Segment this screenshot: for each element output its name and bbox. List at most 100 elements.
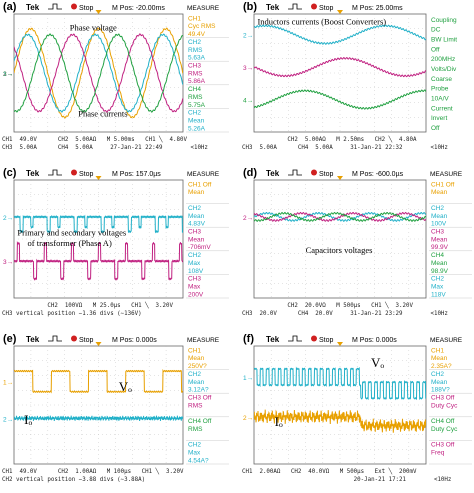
channel-marker: 2→ [3,71,13,78]
brand-label: Tek [26,3,40,12]
footer-readout: CH1 2.00AΩ CH2 40.0VΩ M 500µs Ext ╲ 200m… [242,467,417,475]
side-menu-item: CH2 [188,442,201,449]
menu-title: MEASURE [187,5,220,12]
side-menu-item: CH3 Off [431,442,455,449]
side-menu-item: CH3 [188,228,201,235]
brand-label: Tek [266,169,280,178]
menu-title: MEASURE [187,337,220,344]
side-menu-item: Max [188,450,201,457]
side-menu: CH1 OffMeanCH2Mean4.83VCH3Mean-706mVCH2M… [186,181,229,298]
side-menu-item: Max [188,260,201,267]
side-menu-item: Current [431,105,453,112]
annotation: Vₒ [371,355,384,370]
annotation: Phase voltage [70,23,117,33]
side-menu-item: Coarse [431,76,452,83]
series-line-2 [254,89,426,110]
panel-f: (f) Tek Stop M Pos: 0.000s MEASURE 1→ 2→ Vₒ Iₒ CH… [242,333,472,483]
side-menu-item: Invert [431,115,447,122]
side-menu-item: 98.9V [431,268,449,275]
channel-marker: 1→ [243,375,253,382]
trigger-position-icon [95,342,102,346]
footer-readout: CH3 vertical position −1.36 divs (∼136V) [2,311,142,317]
side-menu-item: Mean [188,213,205,220]
annotation: Vₒ [119,379,132,394]
footer-readout: CH3 5.00A CH4 5.00A 31-Jan-21 22:32 <10H… [242,145,448,151]
side-menu-item: RMS [188,47,203,54]
stop-icon [311,3,317,10]
channel-marker: 4→ [243,98,253,105]
side-menu-item: CH3 Off [431,394,455,401]
side-menu-item: Mean [431,355,448,362]
channel-marker: 2→ [243,33,253,40]
channel-marker: 3→ [3,71,13,78]
trigger-position-icon [337,10,343,14]
side-menu-item: 5.26A [188,125,206,132]
footer-readout: CH2 5.00AΩ M 2.50ms CH2 ╲ 4.80A [242,135,417,143]
channel-marker: 2→ [243,215,253,222]
side-menu-item: CH3 [431,228,444,235]
stop-icon [71,3,77,10]
series-line-0 [254,24,426,45]
channel-marker: 2→ [243,415,253,422]
menu-title: MEASURE [187,171,220,178]
side-menu-item: 4.83V [188,221,206,228]
side-menu-item: 100V [431,221,447,228]
panel-c: (c) Tek Stop M Pos: 157.0µs MEASURE 2→ 3→ Prima… [2,167,229,317]
position-readout: M Pos: 157.0µs [112,171,161,178]
side-menu-item: CH2 [188,371,201,378]
side-menu-item: 99.9V [431,244,449,251]
side-menu-item: Mean [188,236,205,243]
series-line-1 [254,57,426,78]
side-menu-item: Probe [431,86,449,93]
side-menu-item: Off [431,125,440,132]
trigger-position-icon [95,176,102,180]
trigger-icon [48,3,62,10]
position-readout: M Pos: 0.000s [352,337,397,344]
side-menu-item: Mean [431,213,448,220]
side-menu-item: 5.63A [188,55,206,62]
channel-marker: 2→ [3,416,13,423]
menu-title: MEASURE [430,171,463,178]
channel-marker: 1→ [3,379,13,386]
brand-label: Tek [266,335,280,344]
brand-label: Tek [266,3,280,12]
panel-label: (a) [3,1,17,13]
panel-b: (b) Tek Stop M Pos: 25.00ms 2→ 3→ 4→ Inductors … [242,1,457,151]
menu-title: MEASURE [430,337,463,344]
channel-marker: 3→ [243,65,253,72]
annotation: Inductors currents (Boost Converters) [257,17,386,27]
side-menu-item: Duty Cyc [431,402,458,409]
run-state: Stop [79,171,94,178]
side-menu-item: Mean [431,189,448,196]
run-state: Stop [319,337,334,344]
side-menu-item: Freq [431,450,445,457]
side-menu-item: Mean [188,118,205,125]
side-menu-item: 108V [188,268,204,275]
annotation: Iₒ [24,412,32,427]
series-line-1 [254,409,426,433]
side-menu-item: Cyc RMS [188,23,216,30]
position-readout: M Pos: 0.000s [112,337,157,344]
side-menu-item: CH3 [188,62,201,69]
side-menu-item: 188V? [431,387,450,394]
side-menu-item: DC [431,27,441,34]
series-line-0 [14,368,183,394]
side-menu-item: RMS [188,402,203,409]
side-menu-item: CH2 [431,371,444,378]
footer-readout: 20-Jan-21 17:21 <10Hz [242,477,451,483]
brand-label: Tek [26,169,40,178]
stop-icon [71,169,77,176]
series-line-0 [14,27,183,119]
footer-readout: CH1 49.0V CH2 1.00AΩ M 100µs CH1 ╲ 3.20V [2,467,184,475]
channel-marker: 1→ [3,71,13,78]
series-line-2 [14,33,183,113]
position-readout: M Pos: -600.0µs [352,171,404,178]
side-menu-item: CH1 Off [431,181,455,188]
side-menu-item: CH2 [431,205,444,212]
panel-a: (a) Tek Stop M Pos: -20.00ms MEASURE 1→2→3→ Ph… [2,1,229,151]
side-menu-item: Mean [431,260,448,267]
side-menu-item: 4.54A? [188,457,209,464]
position-readout: M Pos: -20.00ms [112,5,165,12]
